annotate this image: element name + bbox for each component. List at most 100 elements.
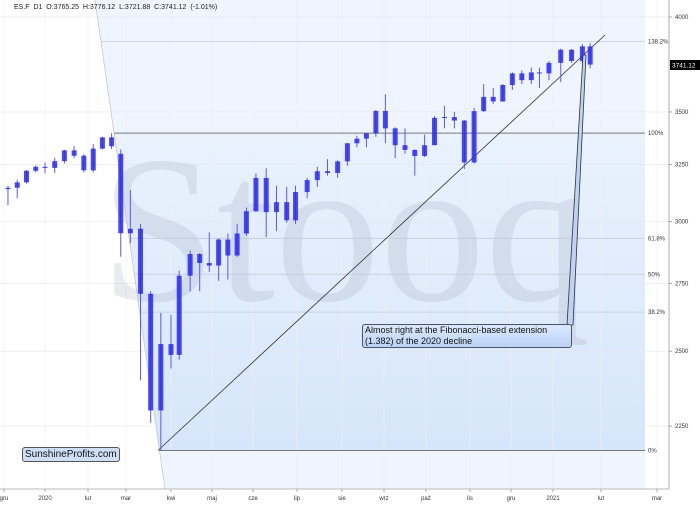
price-bar-body <box>71 150 77 156</box>
price-bar-body <box>127 228 133 234</box>
price-bar-body <box>197 254 203 264</box>
open-value: O:3765.25 <box>46 4 79 11</box>
price-bar-body <box>243 211 249 234</box>
price-bar-body <box>461 120 467 163</box>
price-bar-body <box>519 73 525 81</box>
price-bar-body <box>118 153 124 234</box>
price-bar-body <box>471 111 477 163</box>
price-bar-body <box>335 161 341 173</box>
price-bar <box>422 134 428 158</box>
price-bar <box>335 160 341 178</box>
price-bar-body <box>293 192 299 221</box>
annotation-line-2: (1.382) of the 2020 decline <box>365 335 473 346</box>
price-bar <box>234 223 240 257</box>
close-value: C:3741.12 <box>154 4 187 11</box>
fib-level-label: 50% <box>648 272 661 278</box>
price-bar-body <box>138 228 144 294</box>
price-bar-body <box>587 46 593 65</box>
price-bar <box>197 253 203 292</box>
interval: D1 <box>33 4 43 11</box>
trendline <box>157 34 606 451</box>
price-bar <box>324 159 330 176</box>
price-bar-body <box>432 117 438 146</box>
price-bar <box>148 291 154 423</box>
price-bar-body <box>536 72 542 74</box>
price-bar <box>304 177 310 199</box>
symbol: ES.F <box>14 4 30 11</box>
x-tick-label: cze <box>248 496 258 502</box>
price-bar-body <box>206 263 212 266</box>
price-bar-body <box>263 177 269 213</box>
price-bar-body <box>148 293 154 411</box>
price-bar-body <box>373 110 379 134</box>
x-tick-label: kwi <box>167 496 176 502</box>
y-tick-label: 3000 <box>675 220 689 226</box>
price-bar <box>373 109 379 137</box>
price-bar-body <box>528 72 534 81</box>
price-bar <box>52 157 58 173</box>
price-bar-body <box>61 150 67 162</box>
annotation-line-1: Almost right at the Fibonacci-based exte… <box>365 325 548 335</box>
price-bar <box>509 72 515 90</box>
price-bar <box>536 67 542 88</box>
price-bar <box>382 94 388 144</box>
price-bar <box>42 162 48 174</box>
price-bar <box>127 190 133 244</box>
price-bar <box>14 179 20 199</box>
price-bar-body <box>324 171 330 173</box>
price-bar <box>546 60 552 81</box>
price-bar <box>273 185 279 232</box>
price-bar-body <box>109 137 115 147</box>
price-bar <box>71 145 77 159</box>
price-bar-body <box>216 239 222 266</box>
price-bar-body <box>314 171 320 181</box>
x-tick-label: lut <box>598 496 605 502</box>
price-bar <box>402 128 408 154</box>
x-tick-label: lut <box>85 496 92 502</box>
price-bar <box>519 70 525 85</box>
price-bar-body <box>5 187 11 190</box>
price-bar <box>284 186 290 223</box>
sunshineprofits-logo: SunshineProfits.com <box>22 447 120 462</box>
price-bar <box>5 185 11 206</box>
price-bar <box>176 270 182 360</box>
x-tick-label: lip <box>294 496 301 502</box>
price-bar <box>314 166 320 187</box>
price-bar <box>490 87 496 104</box>
price-bar-body <box>422 145 428 156</box>
price-bar-body <box>402 145 408 150</box>
price-bar <box>363 132 369 148</box>
x-tick-label: wrz <box>378 496 388 502</box>
fib-level-label: 138.2% <box>648 40 669 46</box>
price-bar <box>109 133 115 150</box>
price-bar <box>225 233 231 280</box>
price-bar-body <box>81 155 87 171</box>
y-tick-label: 2500 <box>675 349 689 355</box>
price-bar <box>263 168 269 238</box>
price-bar <box>99 136 105 150</box>
x-tick-label: paź <box>421 496 431 502</box>
price-bar <box>253 173 259 213</box>
price-bar <box>528 67 534 85</box>
price-bar <box>81 154 87 173</box>
chart-header: ES.F D1 O:3765.25 H:3776.12 L:3721.88 C:… <box>14 4 217 11</box>
price-bar-body <box>354 138 360 144</box>
price-bar <box>392 127 398 159</box>
price-bar <box>187 250 193 292</box>
price-bar <box>500 84 506 102</box>
price-bar-body <box>253 177 259 212</box>
y-axis-ticks: 4000 3500 3250 3000 2750 2500 2250 <box>669 15 689 430</box>
price-bar-body <box>579 46 585 61</box>
y-tick-label: 2250 <box>675 424 689 430</box>
price-bar-body <box>273 202 279 213</box>
price-bar-body <box>23 170 29 183</box>
price-bar-body <box>490 96 496 102</box>
price-bar-body <box>509 73 515 86</box>
fib-level-label: 38.2% <box>648 310 666 316</box>
annotation-callout: Almost right at the Fibonacci-based exte… <box>362 324 572 348</box>
x-tick-label: 2020 <box>38 496 52 502</box>
price-bar-body <box>558 49 564 63</box>
price-bar-body <box>412 149 418 156</box>
low-value: L:3721.88 <box>119 4 151 11</box>
